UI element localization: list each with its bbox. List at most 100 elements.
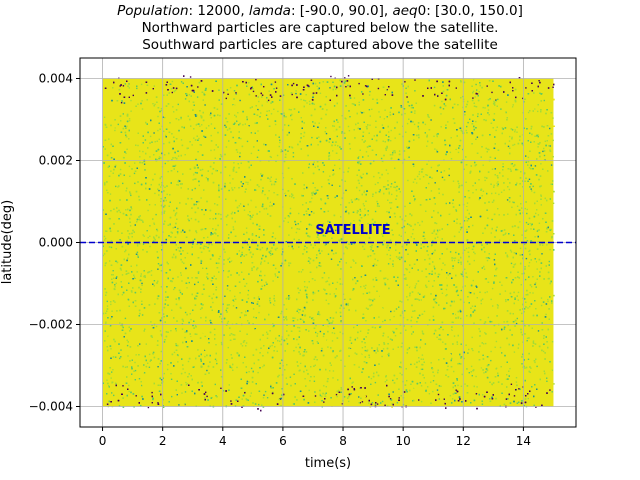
scatter-point: [484, 332, 486, 334]
scatter-point: [126, 83, 129, 85]
scatter-point: [472, 97, 474, 99]
scatter-point: [292, 324, 294, 326]
scatter-point: [513, 395, 516, 397]
scatter-point: [374, 381, 377, 384]
scatter-point: [181, 328, 184, 330]
scatter-point: [342, 293, 345, 295]
scatter-point: [387, 405, 389, 407]
scatter-point: [431, 121, 434, 123]
scatter-point: [190, 318, 192, 321]
scatter-point: [276, 315, 278, 317]
scatter-point: [405, 278, 407, 280]
scatter-point: [512, 90, 514, 92]
scatter-point: [202, 247, 205, 249]
scatter-point: [245, 371, 248, 374]
scatter-point: [491, 192, 493, 195]
scatter-point: [423, 283, 425, 285]
scatter-point: [163, 341, 166, 343]
scatter-point: [256, 140, 258, 142]
scatter-point: [543, 147, 545, 150]
scatter-point: [265, 281, 267, 283]
scatter-point: [463, 301, 465, 303]
scatter-point: [449, 395, 452, 397]
scatter-point: [542, 350, 545, 353]
scatter-point: [398, 234, 400, 236]
scatter-point: [536, 209, 538, 211]
scatter-point: [547, 298, 549, 301]
scatter-point: [463, 246, 465, 248]
scatter-point: [500, 366, 502, 368]
scatter-point: [206, 369, 208, 372]
scatter-point: [363, 285, 365, 287]
scatter-point: [115, 356, 117, 358]
scatter-point: [157, 366, 159, 368]
scatter-point: [378, 316, 380, 318]
scatter-point: [161, 278, 163, 281]
scatter-point: [207, 236, 209, 238]
scatter-point: [264, 390, 267, 393]
scatter-point: [172, 227, 174, 229]
scatter-point: [385, 277, 387, 279]
scatter-point: [239, 155, 241, 158]
scatter-point: [141, 282, 143, 285]
scatter-point: [398, 397, 400, 399]
scatter-point: [457, 384, 459, 387]
scatter-point: [551, 341, 554, 343]
scatter-point: [470, 365, 473, 368]
scatter-point: [290, 114, 292, 117]
scatter-point: [476, 386, 478, 388]
scatter-point: [433, 86, 436, 89]
scatter-point: [535, 212, 537, 215]
scatter-point: [333, 173, 335, 175]
scatter-point: [297, 326, 299, 329]
scatter-point: [287, 124, 290, 127]
scatter-point: [201, 168, 204, 171]
scatter-point: [119, 211, 122, 214]
scatter-point: [439, 167, 442, 170]
scatter-point: [454, 257, 457, 259]
scatter-point: [371, 108, 373, 110]
scatter-point: [128, 96, 130, 98]
scatter-point: [370, 377, 373, 380]
scatter-point: [153, 222, 155, 224]
scatter-point: [420, 358, 422, 360]
scatter-point: [137, 391, 139, 394]
scatter-point: [340, 315, 342, 317]
scatter-point: [141, 384, 143, 387]
scatter-point: [114, 127, 117, 129]
scatter-point: [158, 194, 160, 196]
scatter-point: [273, 192, 275, 194]
scatter-point: [245, 181, 247, 183]
scatter-point: [399, 191, 401, 193]
scatter-point: [446, 248, 448, 250]
scatter-point: [316, 341, 318, 343]
scatter-point: [350, 222, 352, 225]
scatter-point: [537, 146, 539, 148]
scatter-point: [271, 344, 273, 347]
scatter-point: [240, 343, 242, 345]
scatter-point: [121, 294, 124, 296]
scatter-point: [154, 398, 156, 400]
scatter-point: [184, 391, 187, 393]
scatter-point: [161, 263, 163, 266]
scatter-point: [131, 373, 133, 375]
scatter-point: [210, 117, 212, 119]
scatter-point: [530, 188, 532, 190]
scatter-point: [197, 349, 199, 351]
scatter-point: [226, 322, 229, 324]
scatter-point: [299, 227, 302, 229]
scatter-point: [443, 159, 445, 161]
scatter-point: [147, 236, 149, 239]
scatter-point: [329, 297, 331, 299]
scatter-point: [270, 113, 273, 115]
scatter-point: [143, 327, 146, 329]
scatter-point: [196, 164, 198, 166]
scatter-point: [534, 165, 537, 167]
scatter-point: [152, 88, 154, 90]
scatter-point: [115, 185, 117, 188]
scatter-point: [515, 322, 518, 325]
scatter-point: [519, 195, 521, 197]
scatter-point: [504, 233, 506, 235]
scatter-point: [447, 121, 449, 123]
scatter-point: [536, 268, 538, 270]
